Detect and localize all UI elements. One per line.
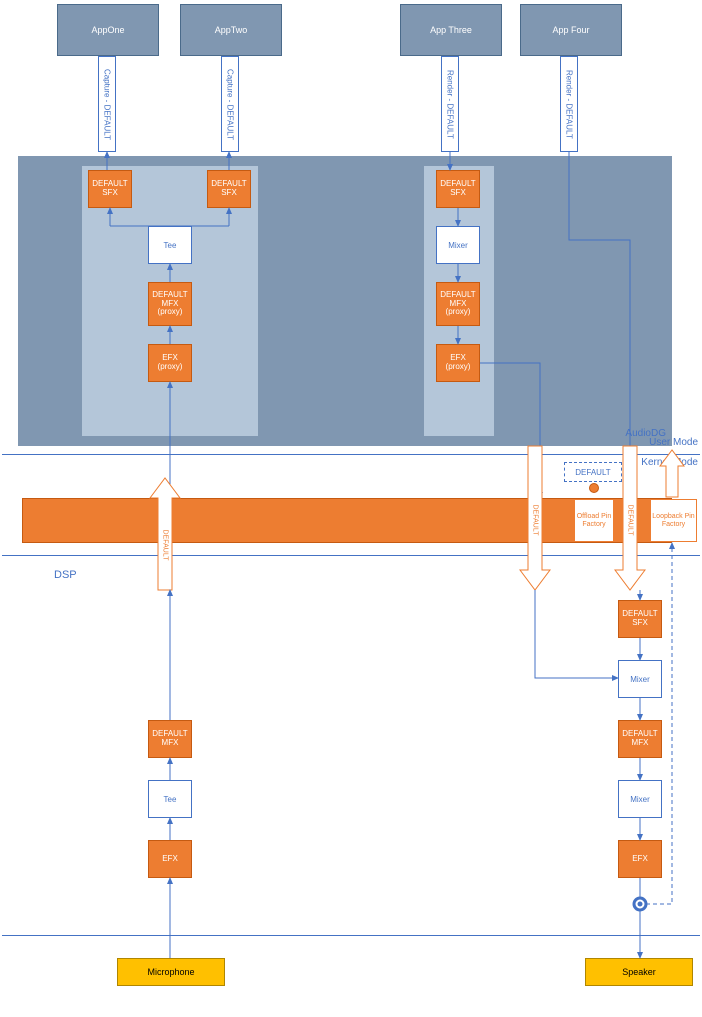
big-arrow-render-down-2: DEFAULT xyxy=(615,446,645,590)
big-arrow-render-down-1: DEFAULT xyxy=(520,446,550,590)
big-arrow-loopback-up xyxy=(660,450,684,497)
svg-text:DEFAULT: DEFAULT xyxy=(532,505,539,537)
svg-text:DEFAULT: DEFAULT xyxy=(627,505,634,537)
connectors-svg: DEFAULT DEFAULT DEFAULT xyxy=(0,0,702,1017)
big-arrow-capture-up: DEFAULT xyxy=(150,478,180,590)
svg-text:DEFAULT: DEFAULT xyxy=(162,530,169,562)
